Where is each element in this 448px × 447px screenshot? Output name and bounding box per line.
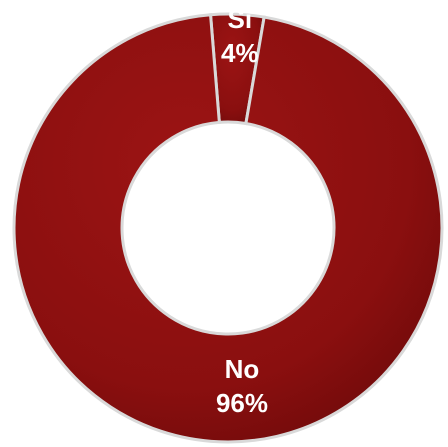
labels-group: Sì 4% No 96%	[216, 4, 268, 418]
slice-value-no: 96%	[216, 388, 268, 418]
slice-label-si: Sì	[228, 4, 253, 34]
slice-no	[12, 13, 444, 444]
slice-label-no: No	[225, 354, 260, 384]
slices-group	[12, 12, 444, 444]
slice-value-si: 4%	[221, 38, 259, 68]
